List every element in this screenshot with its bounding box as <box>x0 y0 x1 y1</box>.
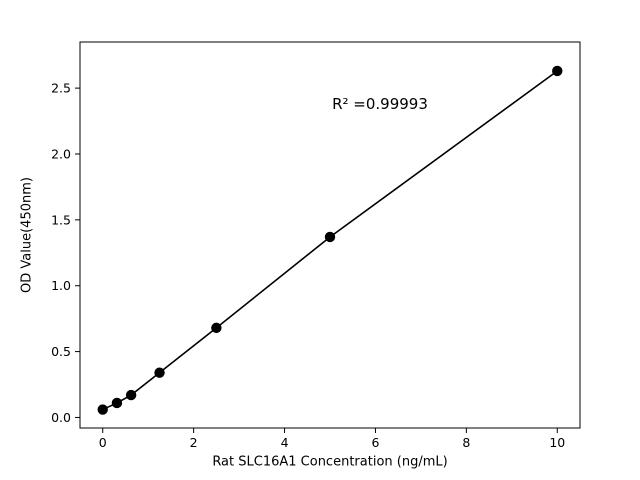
y-tick-label: 0.5 <box>51 344 71 359</box>
x-tick-label: 8 <box>462 435 470 450</box>
data-point <box>97 404 108 415</box>
x-tick-label: 6 <box>371 435 379 450</box>
y-tick-label: 2.5 <box>51 81 71 96</box>
x-tick-label: 0 <box>99 435 107 450</box>
y-tick-label: 1.0 <box>51 278 71 293</box>
x-tick-label: 2 <box>190 435 198 450</box>
data-point <box>552 65 563 77</box>
x-tick-label: 10 <box>549 435 565 450</box>
y-tick-label: 2.0 <box>51 146 71 161</box>
data-point <box>154 367 165 378</box>
data-point <box>324 231 336 243</box>
data-point <box>111 397 123 409</box>
x-tick-label: 4 <box>281 435 289 450</box>
y-tick-label: 0.0 <box>51 410 71 425</box>
y-tick-label: 1.5 <box>51 212 71 227</box>
data-point <box>211 322 222 334</box>
data-point <box>125 389 137 401</box>
